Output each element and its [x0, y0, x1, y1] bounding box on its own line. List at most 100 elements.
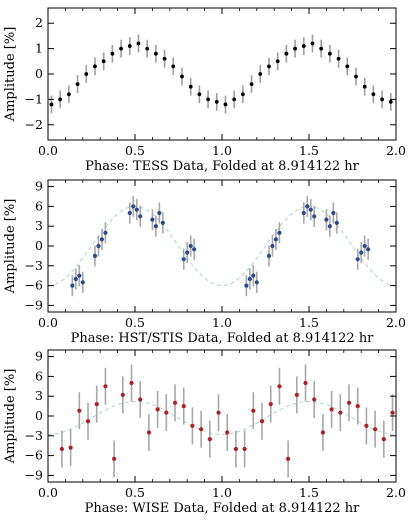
data-point	[355, 257, 360, 262]
data-point	[73, 276, 78, 282]
data-point	[197, 92, 202, 97]
data-point	[244, 283, 249, 288]
y-tick-label: 3	[35, 218, 43, 233]
data-point	[181, 257, 186, 262]
y-axis-label: Amplitude [%]	[3, 199, 18, 295]
data-point	[366, 247, 371, 252]
data-point	[371, 92, 376, 97]
y-tick-label: −6	[25, 278, 43, 293]
data-point	[381, 437, 386, 442]
data-point	[199, 427, 204, 432]
data-point	[270, 243, 275, 249]
y-tick-label: −3	[25, 428, 43, 443]
data-point	[320, 430, 326, 435]
data-point	[266, 253, 272, 258]
data-point	[99, 237, 105, 242]
y-tick-label: −2	[25, 117, 43, 132]
data-point	[127, 210, 132, 216]
data-point	[346, 400, 352, 405]
data-point	[80, 280, 85, 285]
data-point	[207, 437, 212, 442]
x-axis-label: Phase: WISE Data, Folded at 8.914122 hr	[85, 501, 361, 516]
x-tick-label: 0.0	[38, 485, 58, 500]
data-point	[188, 243, 193, 249]
x-tick-label: 1.0	[212, 485, 232, 500]
data-point	[354, 74, 358, 79]
data-point	[192, 247, 197, 252]
x-tick-label: 0.5	[125, 485, 145, 500]
data-point	[181, 404, 186, 409]
data-point	[157, 210, 162, 216]
x-axis-label: Phase: HST/STIS Data, Folded at 8.914122…	[71, 331, 375, 346]
data-point	[254, 280, 259, 285]
x-tick-label: 0.0	[38, 315, 58, 330]
data-point	[77, 273, 82, 278]
plot-frame	[47, 7, 397, 141]
data-point	[150, 217, 155, 222]
x-tick-label: 1.5	[299, 143, 319, 158]
data-point	[185, 250, 190, 255]
data-point	[96, 243, 101, 249]
y-tick-label: −9	[25, 467, 43, 482]
x-tick-label: 1.5	[299, 485, 319, 500]
data-point	[94, 402, 99, 407]
y-tick-label: 6	[35, 368, 43, 383]
data-point	[127, 44, 132, 48]
data-point	[225, 430, 230, 435]
data-point	[223, 102, 228, 107]
data-point	[275, 59, 280, 64]
x-tick-label: 0.0	[38, 143, 58, 158]
x-tick-label: 1.0	[212, 143, 232, 158]
data-point	[93, 64, 97, 69]
plot-frame	[47, 349, 397, 483]
data-point	[251, 273, 256, 278]
data-point	[138, 214, 143, 219]
data-point	[134, 207, 139, 212]
data-point	[390, 410, 395, 415]
data-point	[319, 46, 324, 51]
y-axis-label: Amplitude [%]	[3, 27, 18, 123]
panel-2: 0.0 0.5 1.0 1.5 2.0 −9 −6 −3 0 3 6 9 Phase: HST/STIS…	[3, 179, 406, 346]
x-tick-label: 0.5	[125, 315, 145, 330]
data-point	[345, 64, 350, 69]
model-curve	[47, 400, 397, 435]
y-tick-label: 2	[35, 15, 43, 30]
data-point	[251, 408, 256, 413]
data-point	[75, 82, 80, 87]
data-point	[268, 402, 273, 407]
y-tick-label: 3	[35, 388, 43, 403]
data-point	[216, 410, 221, 415]
panel-1: 0.0 0.5 1.0 1.5 2.0 −2 −1 0 1 2 Phase: TESS Data, …	[3, 7, 406, 174]
data-point	[364, 423, 369, 428]
data-point	[301, 210, 306, 216]
x-axis-label: Phase: TESS Data, Folded at 8.914122 hr	[85, 159, 359, 174]
x-tick-label: 2.0	[386, 485, 406, 500]
x-tick-label: 2.0	[386, 315, 406, 330]
data-point	[273, 237, 279, 242]
y-tick-label: −9	[25, 297, 43, 312]
data-point	[249, 82, 254, 87]
data-point	[59, 446, 65, 452]
data-point	[66, 92, 71, 97]
data-point	[101, 59, 106, 64]
x-tick-label: 0.5	[125, 143, 145, 158]
data-point	[171, 64, 176, 69]
data-point	[160, 220, 165, 225]
data-point	[232, 97, 237, 102]
data-point	[85, 419, 91, 424]
data-point	[310, 41, 315, 46]
data-point	[84, 72, 89, 76]
data-point	[138, 397, 143, 402]
data-point	[172, 400, 178, 405]
data-point	[240, 92, 245, 97]
data-point	[247, 276, 252, 282]
y-tick-label: 0	[35, 238, 43, 253]
data-point	[331, 210, 336, 216]
y-tick-label: −1	[25, 91, 43, 106]
data-point	[110, 51, 115, 56]
data-point	[146, 430, 152, 435]
data-point	[362, 243, 367, 249]
data-point	[180, 74, 184, 79]
data-point	[136, 41, 141, 46]
